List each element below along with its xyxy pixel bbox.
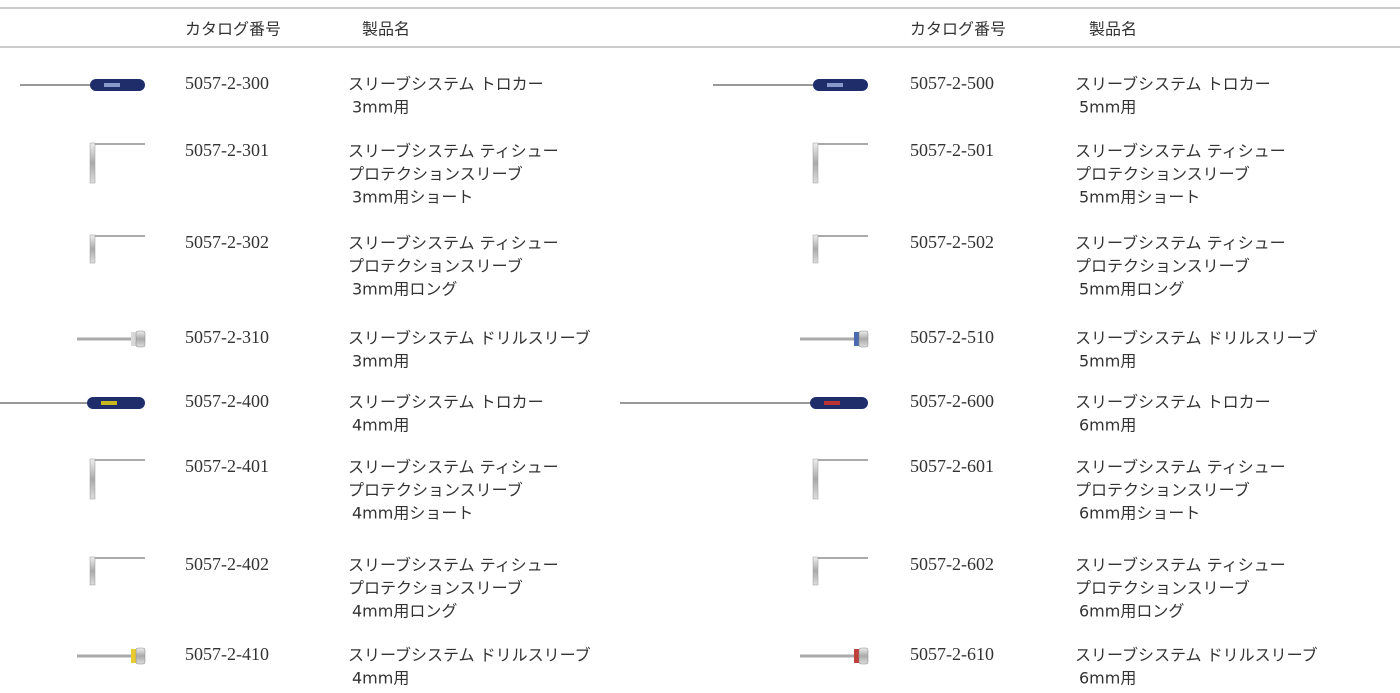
catalog-number: 5057-2-610: [910, 644, 994, 664]
catalog-number: 5057-2-402: [185, 554, 269, 574]
catalog-number: 5057-2-602: [910, 554, 994, 574]
trocar-band: [827, 83, 843, 87]
product-icon: [77, 330, 146, 348]
catalog-number: 5057-2-301: [185, 140, 269, 160]
product-name: 6mm用: [1079, 669, 1136, 688]
drill-ring: [854, 649, 859, 663]
sleeve-body: [812, 556, 819, 586]
catalog-number: 5057-2-501: [910, 140, 994, 160]
sleeve-body: [89, 234, 96, 264]
product-name: スリーブシステム トロカー: [348, 393, 544, 412]
drill-ring: [131, 332, 136, 346]
product-icon: [89, 556, 145, 586]
sleeve-body: [89, 458, 96, 500]
sleeve-body: [812, 458, 819, 500]
product-name: スリーブシステム ドリルスリーブ: [1075, 329, 1318, 348]
product-name: 6mm用ショート: [1079, 504, 1200, 523]
drill-ring: [131, 649, 136, 663]
product-name: 3mm用ショート: [352, 188, 473, 207]
product-name: 6mm用: [1079, 416, 1136, 435]
product-name: スリーブシステム ティシュー: [1075, 234, 1286, 253]
product-icon: [89, 142, 145, 184]
product-name: スリーブシステム ドリルスリーブ: [348, 329, 591, 348]
catalog-number: 5057-2-500: [910, 73, 994, 93]
header-name: 製品名: [362, 20, 410, 39]
drill-head: [135, 647, 146, 665]
product-name: 3mm用: [352, 98, 409, 117]
product-icon: [812, 458, 868, 500]
drill-ring: [854, 332, 859, 346]
header-name: 製品名: [1089, 20, 1137, 39]
product-name: プロテクションスリーブ: [1075, 257, 1250, 276]
product-name: プロテクションスリーブ: [1075, 481, 1250, 500]
product-name: プロテクションスリーブ: [348, 257, 523, 276]
product-icon: [800, 647, 869, 665]
product-name: スリーブシステム ティシュー: [1075, 142, 1286, 161]
sleeve-body: [89, 142, 96, 184]
product-name: 3mm用ロング: [352, 280, 457, 299]
product-name: 5mm用: [1079, 98, 1136, 117]
catalog-number: 5057-2-300: [185, 73, 269, 93]
product-icon: [20, 79, 145, 91]
catalog-number: 5057-2-502: [910, 232, 994, 252]
product-icon: [89, 458, 145, 500]
product-name: 4mm用ショート: [352, 504, 473, 523]
product-icon: [713, 79, 868, 91]
catalog-number: 5057-2-401: [185, 456, 269, 476]
product-name: プロテクションスリーブ: [348, 165, 523, 184]
product-name: 5mm用ショート: [1079, 188, 1200, 207]
catalog-number: 5057-2-400: [185, 391, 269, 411]
trocar-band: [104, 83, 120, 87]
catalog-number: 5057-2-302: [185, 232, 269, 252]
catalog-number: 5057-2-510: [910, 327, 994, 347]
product-icon: [0, 397, 145, 409]
product-name: 5mm用ロング: [1079, 280, 1184, 299]
sleeve-body: [89, 556, 96, 586]
trocar-band: [824, 401, 840, 405]
trocar-band: [101, 401, 117, 405]
product-name: スリーブシステム トロカー: [1075, 75, 1271, 94]
catalog-number: 5057-2-601: [910, 456, 994, 476]
product-name: スリーブシステム ティシュー: [348, 556, 559, 575]
product-name: プロテクションスリーブ: [348, 579, 523, 598]
product-name: プロテクションスリーブ: [1075, 579, 1250, 598]
sleeve-body: [812, 142, 819, 184]
product-name: プロテクションスリーブ: [348, 481, 523, 500]
product-name: スリーブシステム ドリルスリーブ: [1075, 646, 1318, 665]
drill-head: [858, 330, 869, 348]
product-icon: [620, 397, 868, 409]
product-name: 4mm用: [352, 669, 409, 688]
product-name: スリーブシステム ティシュー: [1075, 556, 1286, 575]
product-name: 4mm用: [352, 416, 409, 435]
product-name: プロテクションスリーブ: [1075, 165, 1250, 184]
product-name: スリーブシステム ティシュー: [348, 142, 559, 161]
catalog-number: 5057-2-310: [185, 327, 269, 347]
drill-head: [135, 330, 146, 348]
product-name: 4mm用ロング: [352, 602, 457, 621]
product-name: 6mm用ロング: [1079, 602, 1184, 621]
product-name: スリーブシステム トロカー: [348, 75, 544, 94]
catalog-number: 5057-2-410: [185, 644, 269, 664]
product-icon: [812, 556, 868, 586]
product-name: スリーブシステム ドリルスリーブ: [348, 646, 591, 665]
catalog-number: 5057-2-600: [910, 391, 994, 411]
product-icon: [89, 234, 145, 264]
product-name: スリーブシステム ティシュー: [1075, 458, 1286, 477]
product-icon: [812, 234, 868, 264]
sleeve-body: [812, 234, 819, 264]
header-catalog: カタログ番号: [185, 20, 281, 39]
product-name: スリーブシステム トロカー: [1075, 393, 1271, 412]
product-icon: [800, 330, 869, 348]
product-name: スリーブシステム ティシュー: [348, 458, 559, 477]
product-icon: [77, 647, 146, 665]
header-catalog: カタログ番号: [910, 20, 1006, 39]
product-icon: [812, 142, 868, 184]
product-name: 5mm用: [1079, 352, 1136, 371]
product-name: 3mm用: [352, 352, 409, 371]
drill-head: [858, 647, 869, 665]
product-name: スリーブシステム ティシュー: [348, 234, 559, 253]
